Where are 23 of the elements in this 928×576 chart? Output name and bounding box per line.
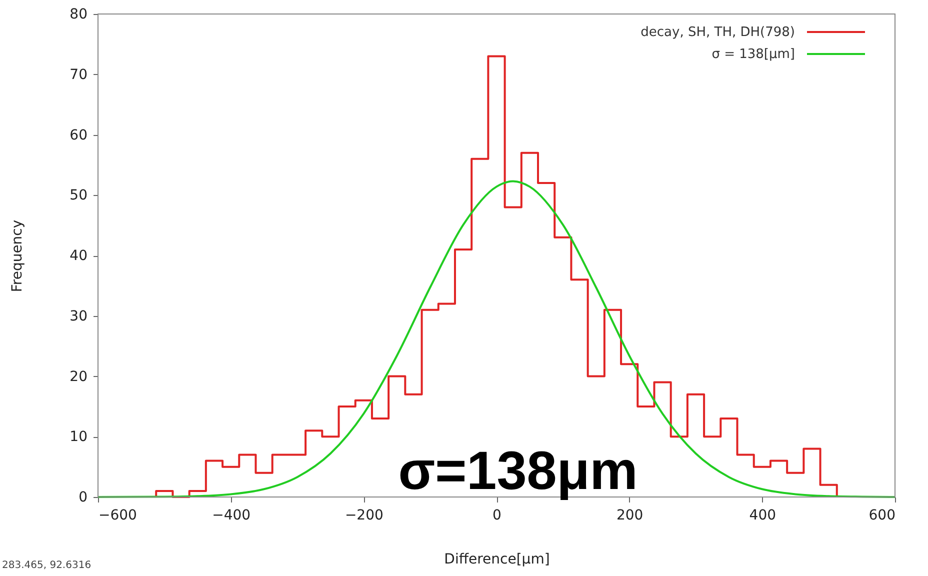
legend-label: decay, SH, TH, DH(798) <box>640 25 795 40</box>
x-tick-label: 600 <box>868 508 896 524</box>
y-tick-label: 20 <box>70 368 88 385</box>
x-axis-title: Difference[μm] <box>444 552 550 568</box>
y-tick-label: 50 <box>70 188 88 204</box>
y-tick-label: 0 <box>78 490 88 506</box>
x-tick-label: −600 <box>98 508 137 524</box>
y-axis-title: Frequency <box>10 220 26 292</box>
text: 283.465, 92.6316 <box>2 560 92 571</box>
legend-label: σ = 138[μm] <box>712 47 795 62</box>
annotation: σ=138μm <box>398 441 638 501</box>
x-tick-label: −200 <box>344 508 384 524</box>
x-tick-label: 0 <box>492 508 502 524</box>
x-tick-label: 400 <box>749 508 776 524</box>
y-tick-label: 30 <box>70 308 88 324</box>
line-series <box>97 180 896 498</box>
x-tick-label: −400 <box>212 508 251 524</box>
y-tick-label: 70 <box>70 66 88 83</box>
y-tick-label: 40 <box>70 248 88 264</box>
y-tick-label: 10 <box>70 429 88 446</box>
y-tick-label: 80 <box>70 6 88 22</box>
x-tick-label: 200 <box>616 508 644 524</box>
y-tick-label: 60 <box>70 127 88 144</box>
